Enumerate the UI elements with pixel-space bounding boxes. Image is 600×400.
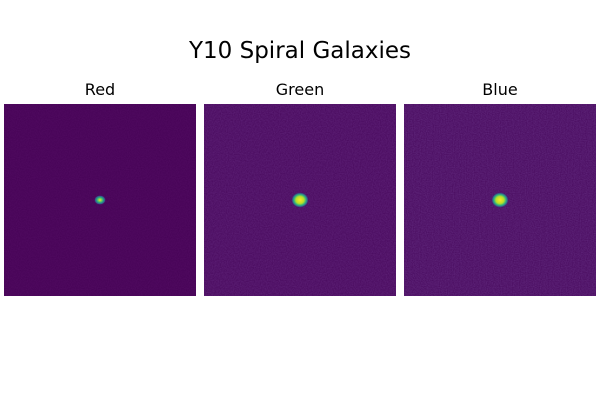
panel-title-blue: Blue bbox=[482, 80, 518, 99]
blue-galaxy-core bbox=[491, 192, 509, 208]
red-channel-image bbox=[4, 104, 196, 296]
green-galaxy-core bbox=[291, 192, 309, 208]
green-channel-image bbox=[204, 104, 396, 296]
blue-channel-image bbox=[404, 104, 596, 296]
figure-title: Y10 Spiral Galaxies bbox=[188, 38, 411, 64]
red-galaxy-core bbox=[94, 195, 106, 205]
green-channel-svg bbox=[204, 104, 396, 296]
blue-channel-svg bbox=[404, 104, 596, 296]
panel-title-red: Red bbox=[84, 80, 116, 99]
red-channel-svg bbox=[4, 104, 196, 296]
panel-title-green: Green bbox=[275, 80, 325, 99]
